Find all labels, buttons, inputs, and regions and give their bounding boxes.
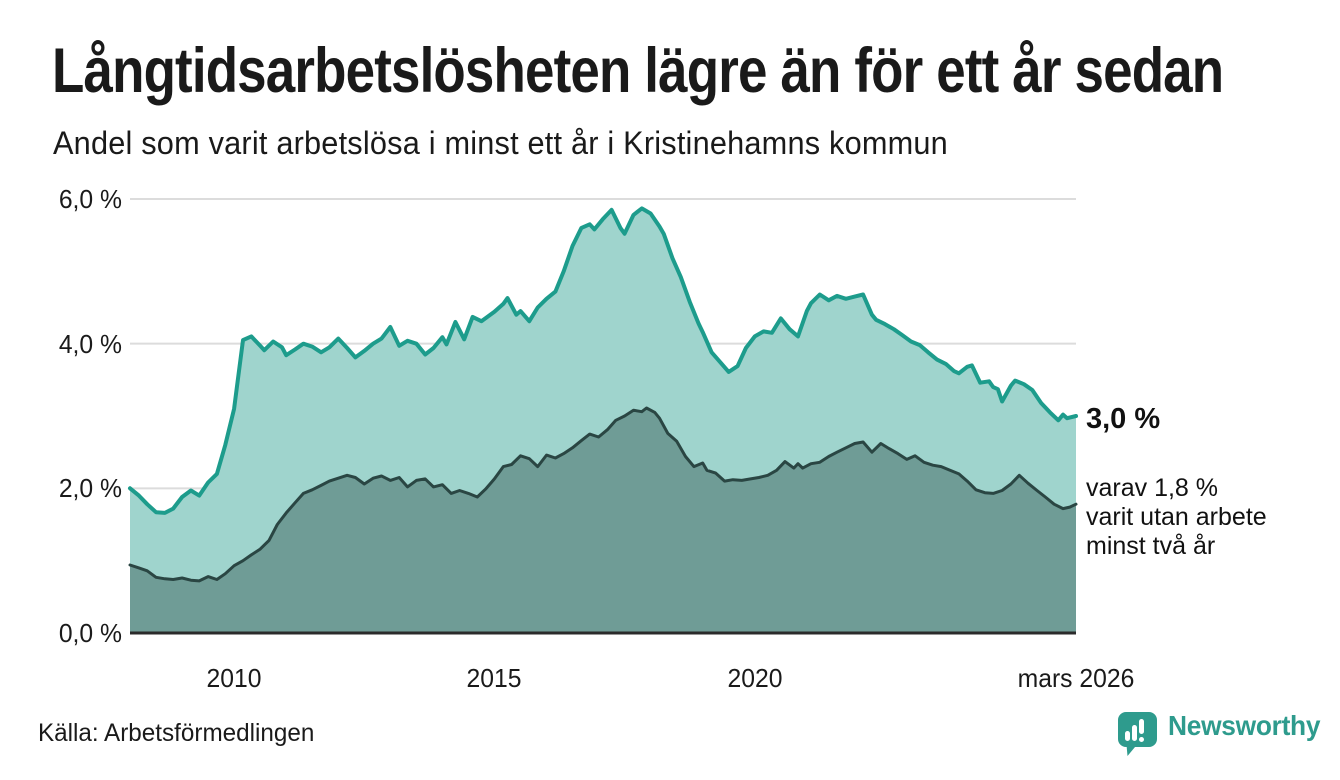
x-tick-2010: 2010 [206,663,262,693]
end-note-line-1: varav 1,8 % [1086,474,1219,502]
line-series-1 [128,206,1078,515]
chart-subtitle: Andel som varit arbetslösa i minst ett å… [53,125,948,161]
newsworthy-logo: Newsworthy [1117,710,1330,757]
line-series-2 [128,406,1078,583]
end-note-line-2: varit utan arbete [1086,503,1267,531]
end-value-label: 3,0 % [1086,403,1161,435]
newsworthy-logo-text: Newsworthy [1168,710,1321,741]
y-tick-2,0: 2,0 % [58,473,122,504]
x-tick-2020: 2020 [727,663,783,693]
end-note-line-3: minst två år [1086,532,1216,560]
area-fill-series-2 [130,408,1076,633]
y-tick-4,0: 4,0 % [58,328,122,359]
end-note-label: varav 1,8 % varit utan arbete minst två … [1086,474,1267,561]
x-tick-mars-2026: mars 2026 [1017,663,1135,693]
y-tick-6,0: 6,0 % [58,184,122,214]
page-title: Långtidsarbetslösheten lägre än för ett … [52,36,1224,106]
y-tick-0,0: 0,0 % [58,618,122,648]
x-tick-2015: 2015 [466,663,522,693]
newsworthy-logo-icon [1118,712,1157,756]
source-label: Källa: Arbetsförmedlingen [38,719,315,747]
